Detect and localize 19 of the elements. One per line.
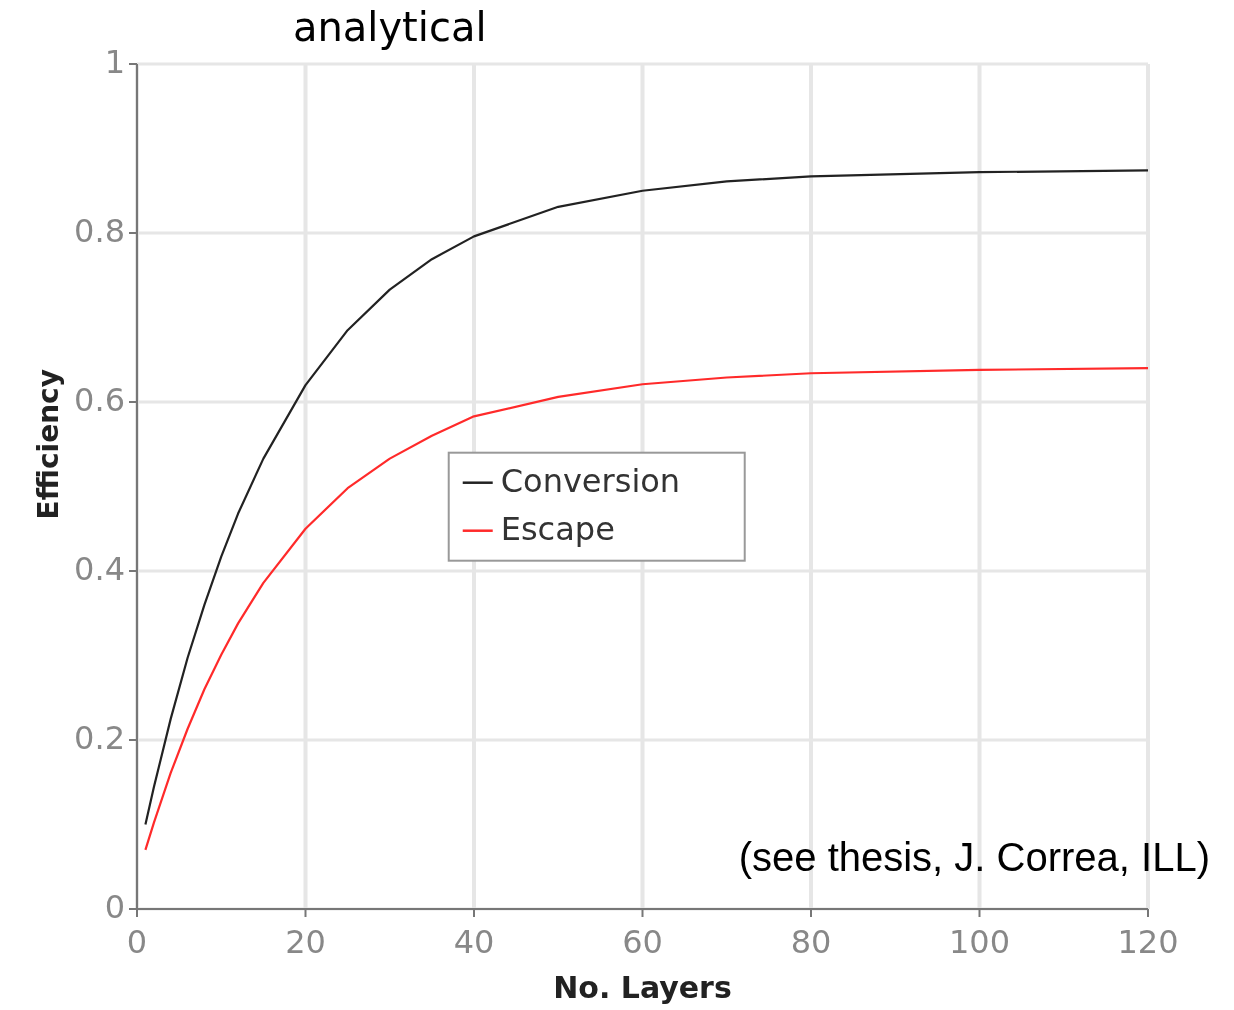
x-tick-label: 60	[622, 923, 663, 961]
x-tick-label: 100	[948, 923, 1011, 961]
y-tick-label: 0.8	[74, 212, 125, 250]
x-tick-label: 120	[1117, 923, 1179, 961]
chart-title: analytical	[292, 4, 487, 50]
annotation: (see thesis, J. Correa, ILL)	[738, 835, 1210, 879]
y-axis-title: Efficiency	[32, 369, 65, 520]
y-tick-label: 0.4	[74, 550, 125, 588]
y-tick-label: 1	[104, 43, 125, 81]
x-axis-title: No. Layers	[553, 970, 732, 1005]
y-tick-label: 0.2	[74, 719, 125, 757]
legend-label: Escape	[500, 509, 615, 548]
x-tick-label: 40	[453, 923, 495, 961]
y-tick-label: 0.6	[74, 381, 125, 419]
line-series	[144, 169, 1150, 826]
x-tick-label: 80	[790, 923, 832, 961]
x-tick-label: 20	[285, 923, 326, 961]
y-tick-label: 0	[104, 888, 125, 926]
legend-label: Conversion	[500, 461, 681, 500]
